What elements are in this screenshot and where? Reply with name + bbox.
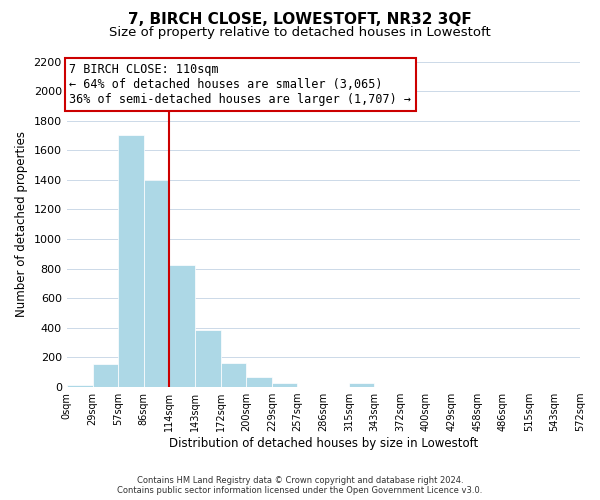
- Bar: [246, 378, 272, 387]
- Bar: [195, 330, 221, 387]
- Text: Contains HM Land Registry data © Crown copyright and database right 2024.
Contai: Contains HM Land Registry data © Crown c…: [118, 476, 482, 495]
- Text: 7, BIRCH CLOSE, LOWESTOFT, NR32 3QF: 7, BIRCH CLOSE, LOWESTOFT, NR32 3QF: [128, 12, 472, 28]
- Bar: [169, 265, 195, 387]
- Bar: [221, 364, 246, 387]
- Text: 7 BIRCH CLOSE: 110sqm
← 64% of detached houses are smaller (3,065)
36% of semi-d: 7 BIRCH CLOSE: 110sqm ← 64% of detached …: [69, 63, 411, 106]
- Bar: [272, 382, 298, 387]
- Bar: [92, 364, 118, 387]
- Text: Size of property relative to detached houses in Lowestoft: Size of property relative to detached ho…: [109, 26, 491, 39]
- Bar: [67, 385, 92, 387]
- X-axis label: Distribution of detached houses by size in Lowestoft: Distribution of detached houses by size …: [169, 437, 478, 450]
- Y-axis label: Number of detached properties: Number of detached properties: [15, 132, 28, 318]
- Bar: [349, 384, 374, 387]
- Bar: [144, 180, 169, 387]
- Bar: [118, 136, 144, 387]
